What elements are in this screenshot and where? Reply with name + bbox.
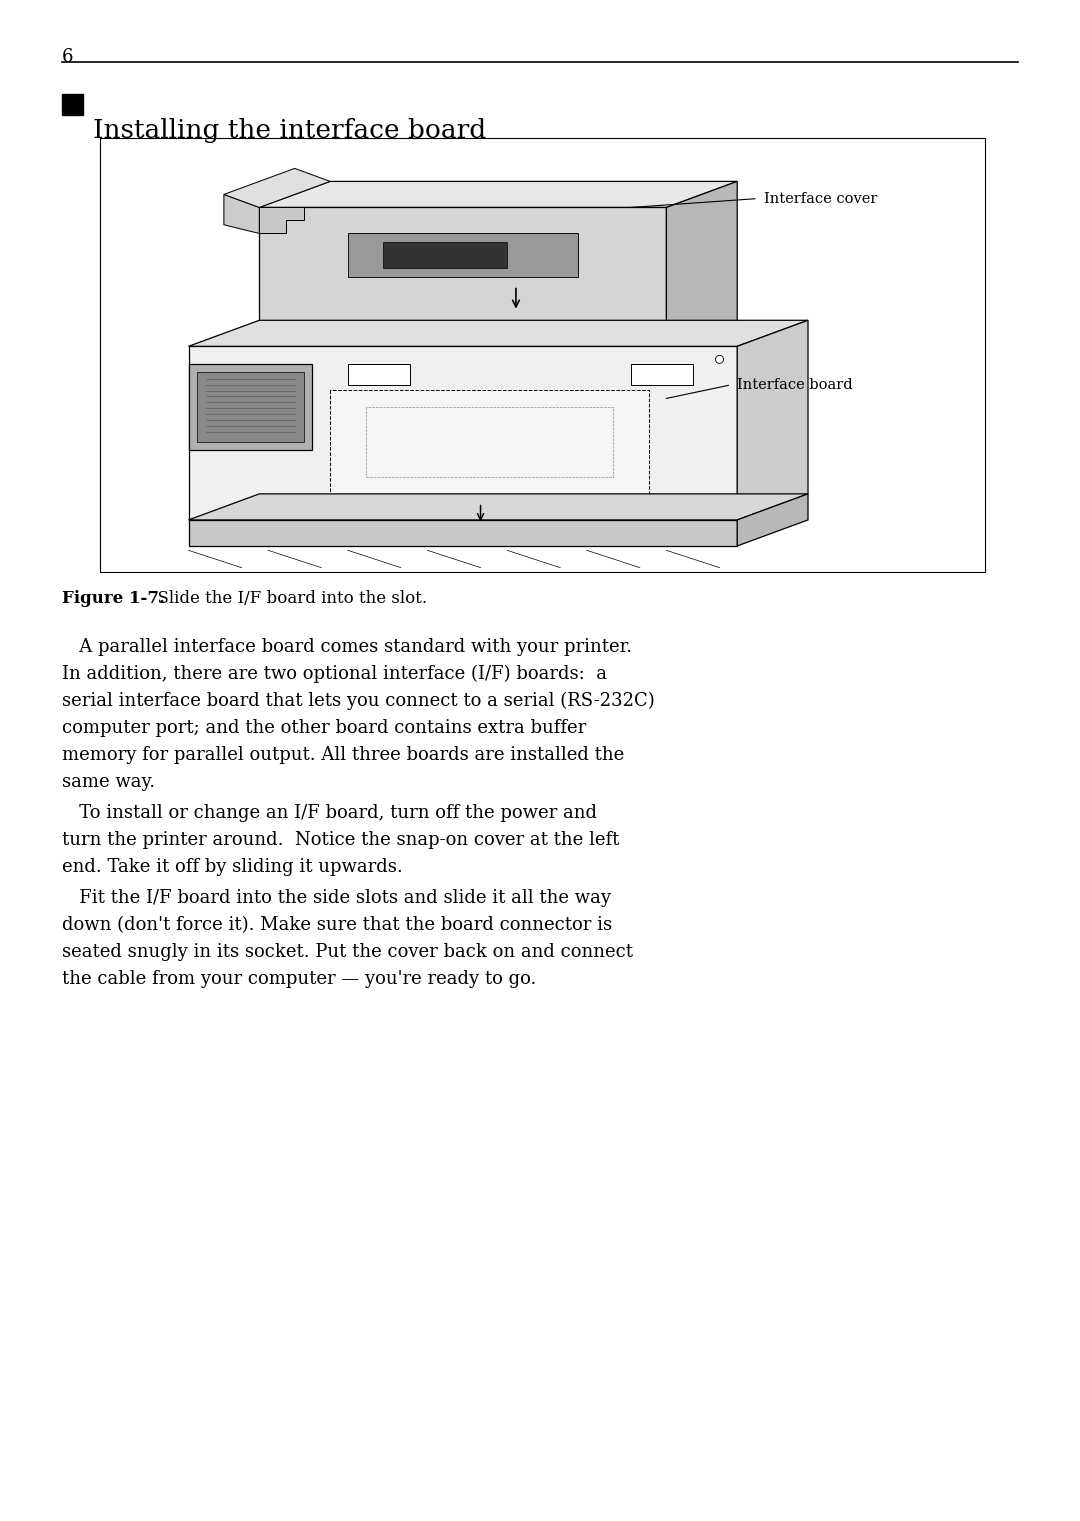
Text: end. Take it off by sliding it upwards.: end. Take it off by sliding it upwards. xyxy=(62,858,403,876)
Text: Interface board: Interface board xyxy=(738,379,853,392)
Text: Slide the I/F board into the slot.: Slide the I/F board into the slot. xyxy=(147,590,427,607)
Text: Installing the interface board: Installing the interface board xyxy=(93,119,486,143)
Polygon shape xyxy=(224,169,330,207)
Polygon shape xyxy=(189,347,738,520)
Polygon shape xyxy=(348,234,578,277)
Polygon shape xyxy=(666,181,738,347)
Polygon shape xyxy=(738,321,808,520)
Polygon shape xyxy=(189,321,808,347)
Text: computer port; and the other board contains extra buffer: computer port; and the other board conta… xyxy=(62,719,586,738)
Polygon shape xyxy=(383,242,508,268)
Text: seated snugly in its socket. Put the cover back on and connect: seated snugly in its socket. Put the cov… xyxy=(62,943,633,961)
Text: 6: 6 xyxy=(62,49,73,65)
Text: same way.: same way. xyxy=(62,773,156,791)
Circle shape xyxy=(715,356,724,364)
Text: In addition, there are two optional interface (I/F) boards:  a: In addition, there are two optional inte… xyxy=(62,665,607,683)
Polygon shape xyxy=(189,364,312,450)
Polygon shape xyxy=(259,207,303,234)
Bar xyxy=(62,94,83,116)
Text: Fit the I/F board into the side slots and slide it all the way: Fit the I/F board into the side slots an… xyxy=(62,888,611,907)
Polygon shape xyxy=(631,364,693,385)
Text: Interface cover: Interface cover xyxy=(764,192,877,205)
Polygon shape xyxy=(348,364,409,385)
Bar xyxy=(100,138,985,572)
Polygon shape xyxy=(224,195,259,234)
Text: the cable from your computer — you're ready to go.: the cable from your computer — you're re… xyxy=(62,970,537,989)
Text: A parallel interface board comes standard with your printer.: A parallel interface board comes standar… xyxy=(62,637,632,656)
Text: To install or change an I/F board, turn off the power and: To install or change an I/F board, turn … xyxy=(62,805,597,821)
Text: Figure 1-7.: Figure 1-7. xyxy=(62,590,165,607)
Polygon shape xyxy=(189,520,738,546)
Polygon shape xyxy=(330,389,649,494)
Polygon shape xyxy=(189,494,808,520)
Polygon shape xyxy=(738,494,808,546)
Polygon shape xyxy=(259,207,666,347)
Polygon shape xyxy=(259,181,738,207)
Polygon shape xyxy=(198,373,303,441)
Text: memory for parallel output. All three boards are installed the: memory for parallel output. All three bo… xyxy=(62,745,624,764)
Text: turn the printer around.  Notice the snap-on cover at the left: turn the printer around. Notice the snap… xyxy=(62,830,619,849)
Text: serial interface board that lets you connect to a serial (RS-232C): serial interface board that lets you con… xyxy=(62,692,654,710)
Text: down (don't force it). Make sure that the board connector is: down (don't force it). Make sure that th… xyxy=(62,916,612,934)
